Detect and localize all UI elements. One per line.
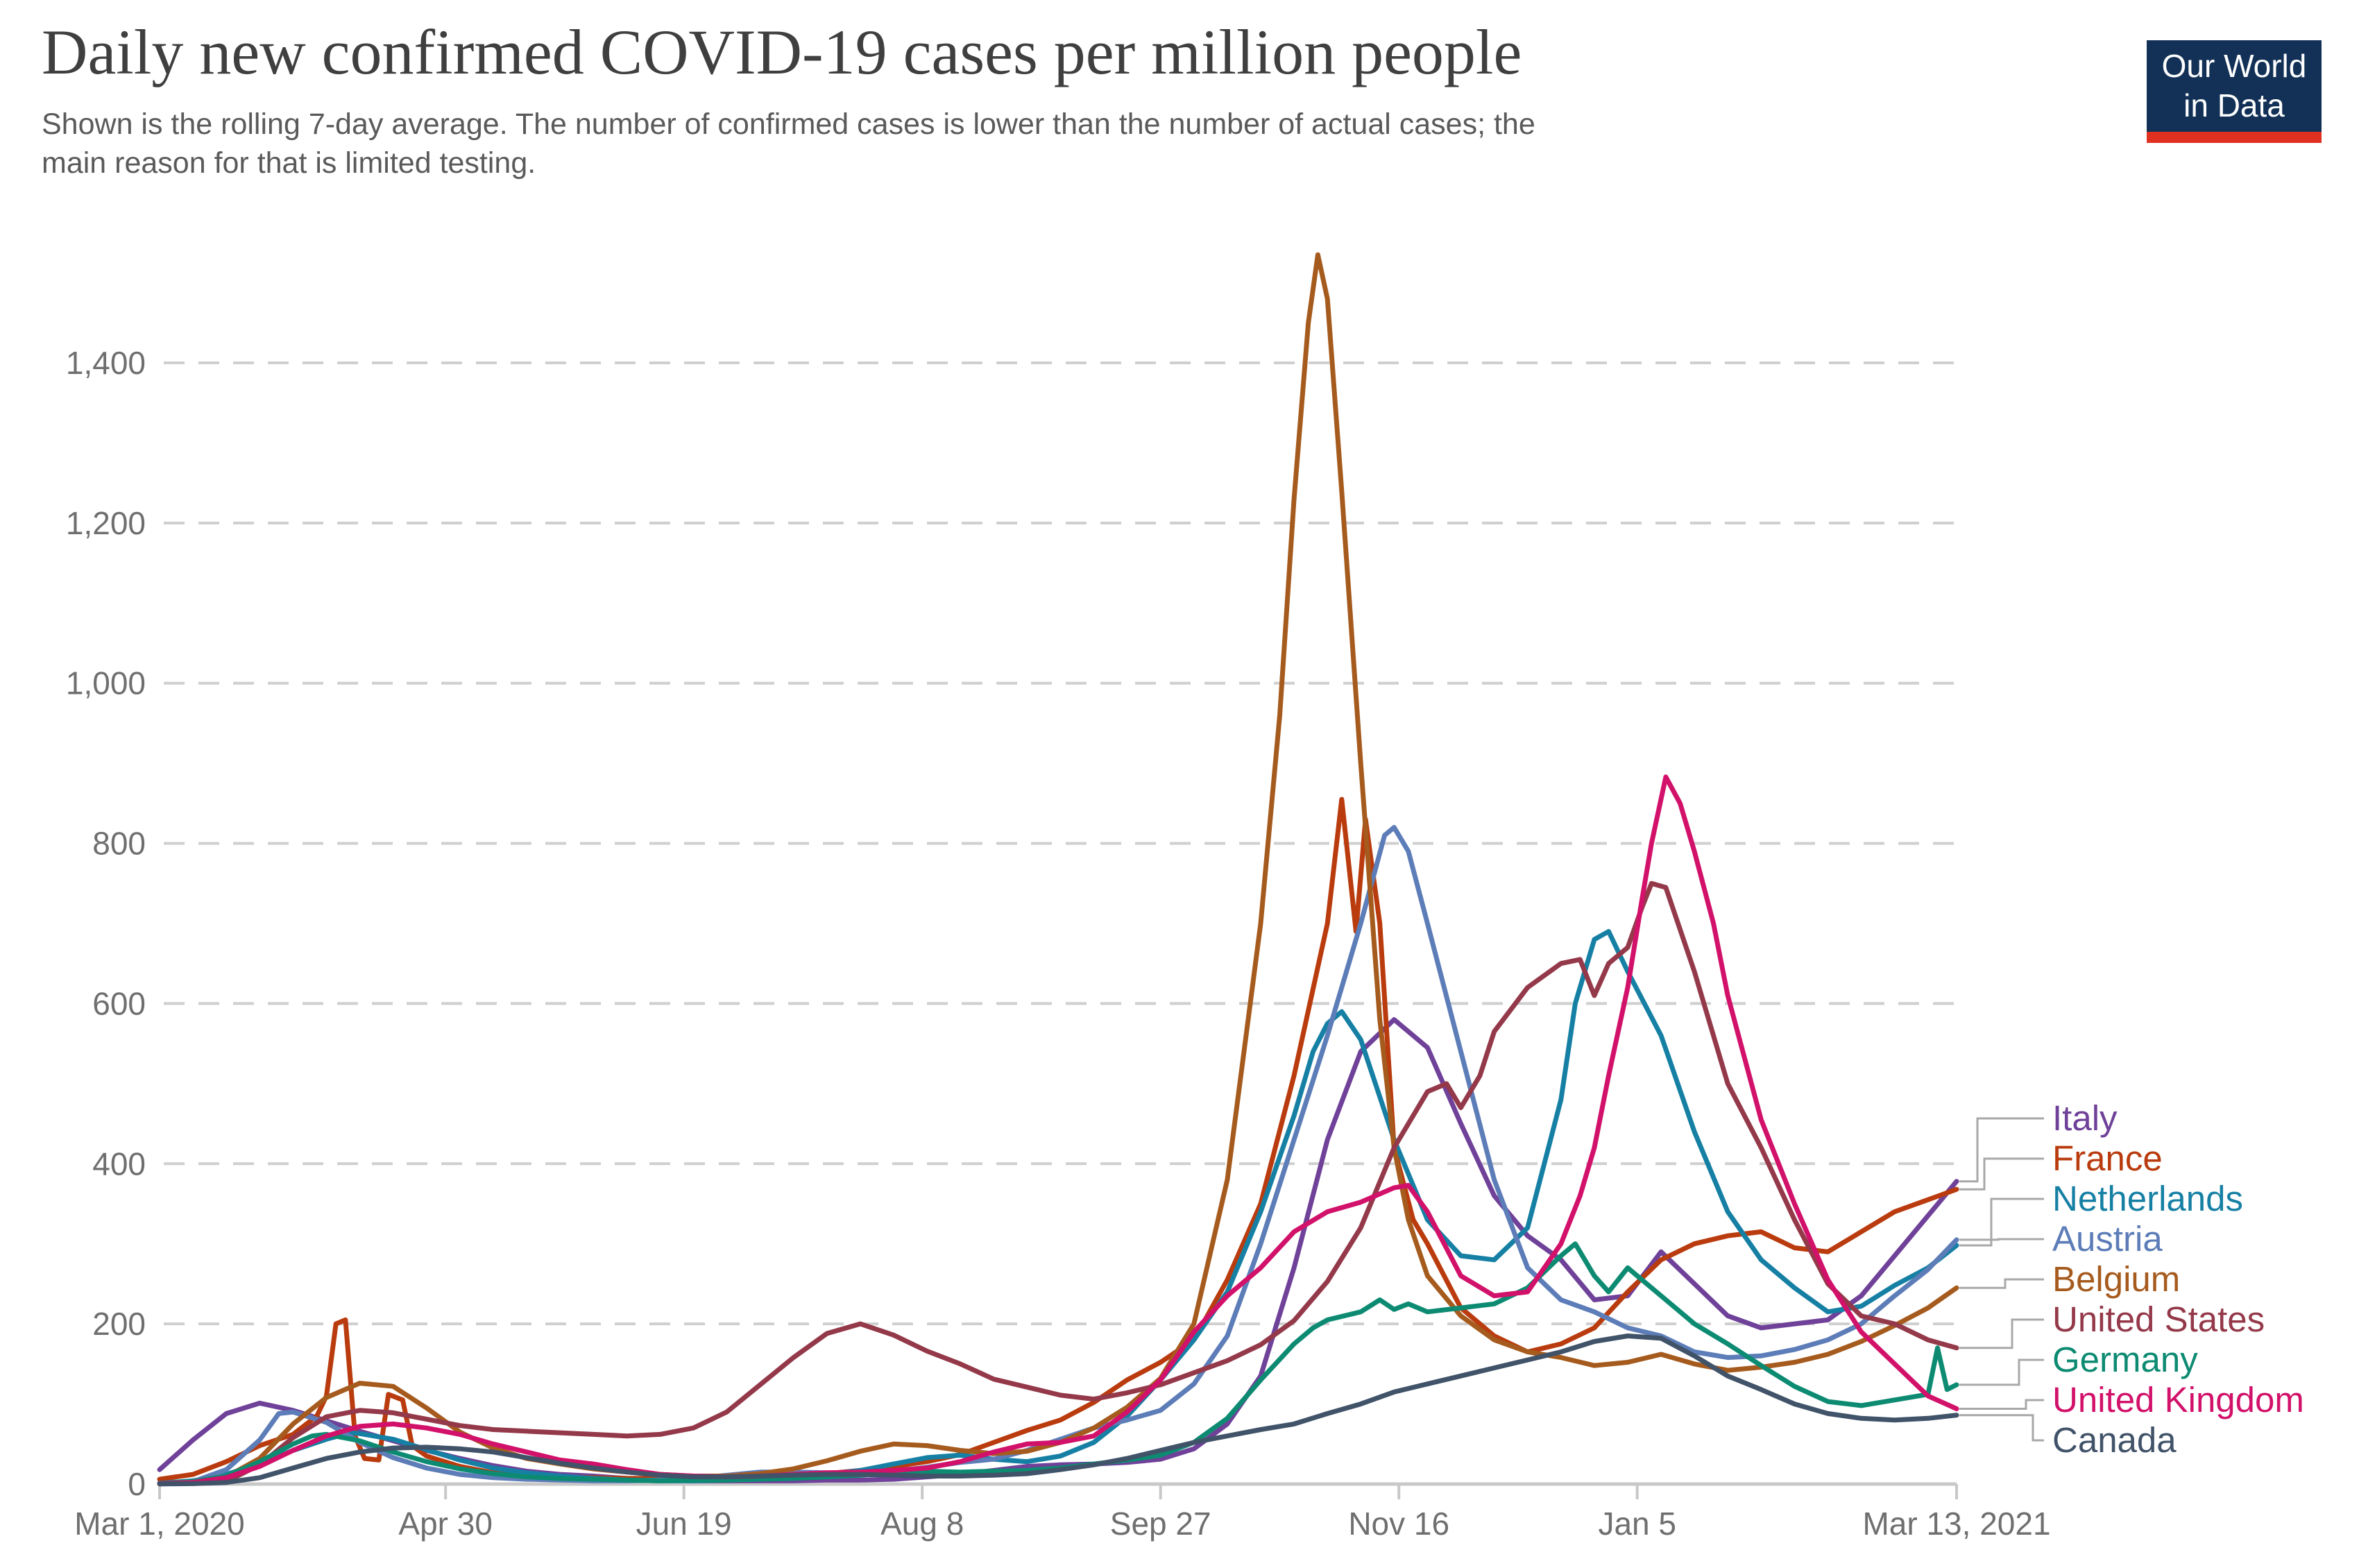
- legend-label-germany[interactable]: Germany: [2052, 1340, 2198, 1379]
- legend-connector-italy: [1959, 1117, 2044, 1183]
- series-line-belgium[interactable]: [157, 252, 1959, 1486]
- y-tick-label: 200: [92, 1306, 146, 1342]
- y-tick-label: 800: [92, 826, 146, 862]
- legend-connector-canada: [1959, 1414, 2044, 1442]
- chart-subtitle-line1: Shown is the rolling 7-day average. The …: [42, 108, 1535, 141]
- series-line-austria[interactable]: [157, 825, 1959, 1486]
- legend-connector-austria: [1959, 1238, 2044, 1241]
- legend-connector-france: [1959, 1157, 2044, 1191]
- chart-subtitle: Shown is the rolling 7-day average. The …: [42, 105, 1535, 183]
- legend-label-united-kingdom[interactable]: United Kingdom: [2052, 1380, 2304, 1420]
- x-tick-label: Sep 27: [1110, 1506, 1211, 1542]
- gridlines-group: 0 200 400 600 800 1,000 1,200 1,400: [66, 345, 1957, 1502]
- x-tick-label: Jan 5: [1598, 1506, 1676, 1542]
- legend-connector-united-states: [1959, 1318, 2044, 1349]
- owid-logo-line1: Our World: [2161, 47, 2307, 84]
- x-tick-label: Apr 30: [398, 1506, 493, 1542]
- y-tick-label: 1,200: [66, 505, 146, 541]
- legend-label-italy[interactable]: Italy: [2052, 1098, 2118, 1138]
- chart-title: Daily new confirmed COVID-19 cases per m…: [42, 17, 1522, 87]
- y-tick-label: 1,000: [66, 665, 146, 701]
- x-tick-label: Jun 19: [636, 1506, 732, 1542]
- series-line-france[interactable]: [157, 796, 1959, 1482]
- series-line-canada[interactable]: [157, 1333, 1959, 1487]
- owid-logo[interactable]: Our World in Data: [2147, 40, 2322, 143]
- y-tick-label: 0: [128, 1466, 146, 1502]
- legend-connector-germany: [1959, 1358, 2044, 1386]
- legend-label-austria[interactable]: Austria: [2052, 1219, 2163, 1259]
- y-tick-label: 400: [92, 1145, 146, 1182]
- x-tick-label: Mar 1, 2020: [74, 1506, 244, 1542]
- legend-label-belgium[interactable]: Belgium: [2052, 1259, 2180, 1299]
- x-tick-label: Aug 8: [880, 1506, 964, 1542]
- series-line-united-states[interactable]: [157, 880, 1959, 1487]
- legend-connector-united-kingdom: [1959, 1399, 2044, 1410]
- legend-label-netherlands[interactable]: Netherlands: [2052, 1179, 2243, 1218]
- x-tick-label: Nov 16: [1348, 1506, 1449, 1542]
- legend-group: ItalyFranceNetherlandsAustriaBelgiumUnit…: [1959, 1098, 2304, 1460]
- legend-connector-netherlands: [1959, 1198, 2044, 1247]
- legend-label-france[interactable]: France: [2052, 1139, 2163, 1178]
- legend-connector-belgium: [1959, 1278, 2044, 1289]
- y-tick-label: 600: [92, 985, 146, 1021]
- y-tick-label: 1,400: [66, 345, 146, 381]
- series-line-united-kingdom[interactable]: [157, 774, 1959, 1486]
- legend-label-canada[interactable]: Canada: [2052, 1420, 2177, 1460]
- owid-logo-line2: in Data: [2183, 87, 2285, 123]
- series-line-netherlands[interactable]: [157, 929, 1959, 1486]
- series-group: [157, 252, 1959, 1487]
- legend-label-united-states[interactable]: United States: [2052, 1299, 2265, 1339]
- chart-subtitle-line2: main reason for that is limited testing.: [42, 146, 536, 180]
- x-tick-label: Mar 13, 2021: [1862, 1506, 2050, 1542]
- x-axis-group: Mar 1, 2020 Apr 30 Jun 19 Aug 8 Sep 27 Nov 16…: [74, 1482, 2051, 1542]
